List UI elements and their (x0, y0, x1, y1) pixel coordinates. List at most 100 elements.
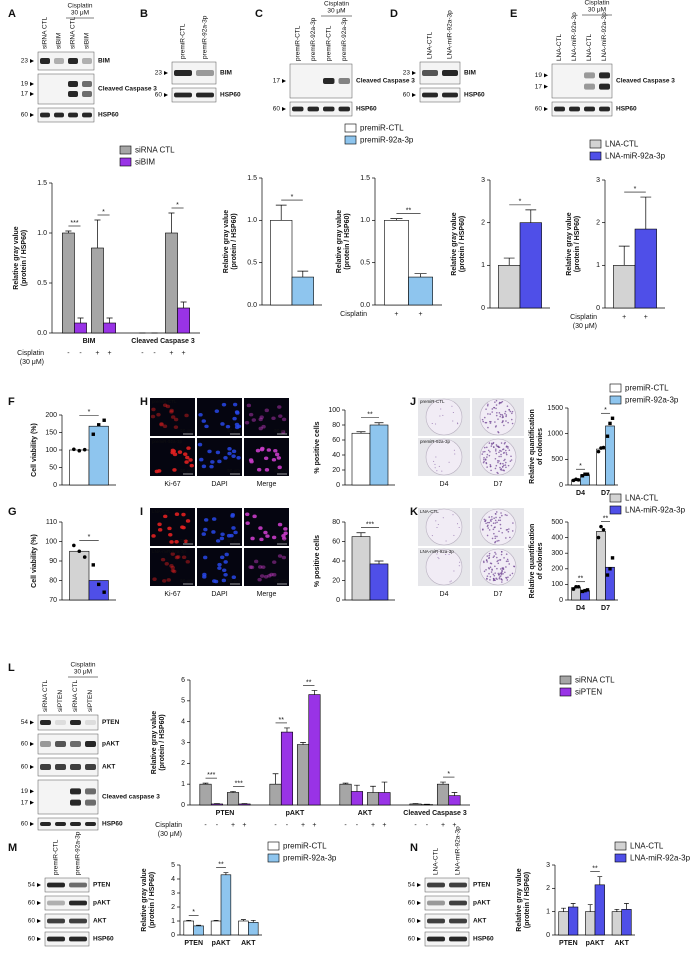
nucleus (170, 415, 176, 419)
nucleus (283, 531, 288, 536)
colony (434, 463, 436, 465)
colony (494, 421, 496, 423)
band (40, 58, 50, 64)
micrograph (244, 548, 289, 586)
bar (498, 265, 521, 309)
plate (479, 438, 517, 476)
band (85, 764, 96, 770)
plate (425, 438, 463, 476)
band (70, 741, 81, 747)
nucleus (248, 458, 254, 462)
band (47, 882, 65, 888)
colony (458, 565, 460, 567)
colony (450, 580, 452, 582)
colony (442, 517, 444, 519)
column-label: Ki-67 (164, 481, 180, 488)
nucleus (283, 527, 288, 531)
condition-label: Cisplatin (340, 311, 367, 318)
data-point (102, 418, 106, 422)
row-label: LNA-CTL (152, 509, 171, 514)
x-tick-label: pAKT (212, 940, 231, 947)
nucleus (169, 408, 174, 413)
colony (496, 535, 498, 538)
colony (503, 424, 505, 427)
colony (501, 581, 503, 583)
panel-letter: N (410, 842, 418, 854)
marker-label: 17 (273, 78, 281, 85)
bar (270, 220, 293, 306)
colony (433, 460, 435, 462)
marker-label: 60 (21, 821, 29, 828)
condition-sign: + (382, 822, 386, 829)
colony (502, 572, 504, 575)
bar (519, 222, 542, 309)
colony (498, 460, 500, 462)
nucleus (221, 402, 227, 407)
colony (492, 578, 495, 580)
data-point (610, 556, 615, 560)
nucleus (224, 552, 229, 557)
colony (445, 553, 447, 555)
marker-label: 60 (535, 106, 543, 113)
colony (436, 527, 438, 529)
condition-sign: + (452, 822, 456, 829)
nucleus (203, 555, 208, 560)
colony (488, 442, 491, 444)
marker-arrow (30, 765, 34, 769)
condition-label: Cisplatin (17, 350, 44, 357)
nucleus (264, 468, 270, 472)
colony (485, 559, 488, 561)
colony (496, 521, 498, 524)
lane-label: LNA-CTL (556, 34, 563, 61)
lane-label: premiR-92a-3p (75, 831, 82, 875)
colony (492, 573, 495, 576)
blot-strip (424, 895, 470, 911)
row-label: LNA-miR-92a-3p (420, 549, 454, 554)
legend-label: premiR-92a-3p (360, 136, 414, 145)
y-axis-label: Relative gray value (566, 212, 573, 276)
y-axis-label: Relative gray value (13, 226, 20, 290)
significance-label: ** (279, 717, 285, 724)
scale-bar-label: 50 μm (180, 578, 193, 583)
colony (505, 537, 507, 539)
error-bar (223, 872, 229, 875)
nucleus (258, 426, 263, 431)
y-axis-label: Relative quantification (529, 524, 536, 599)
panel-letter: K (410, 506, 418, 518)
blot-strip (44, 877, 90, 893)
y-tick-label: 50 (49, 464, 57, 471)
significance-label: *** (366, 522, 374, 529)
colony (497, 572, 500, 575)
nucleus (217, 566, 222, 570)
colony (510, 455, 512, 458)
error-bar (250, 919, 256, 923)
colony (497, 562, 500, 565)
row-label: Cleaved caspase 3 (102, 794, 160, 801)
nucleus (265, 534, 270, 538)
nucleus (174, 555, 180, 560)
colony (504, 412, 506, 415)
nucleus (172, 468, 177, 472)
row-label: pAKT (102, 741, 119, 748)
colony (494, 467, 497, 470)
colony (494, 541, 496, 544)
colony (439, 415, 441, 417)
legend-label: LNA-miR-92a-3p (605, 152, 666, 161)
nucleus (186, 446, 191, 450)
x-tick-label: AKT (614, 940, 629, 947)
band (82, 112, 92, 118)
colony (501, 414, 504, 416)
x-tick-label: Cleaved Caspase 3 (403, 810, 467, 817)
treatment-header: 30 μM (74, 669, 92, 676)
nucleus (174, 512, 180, 517)
colony (486, 555, 489, 557)
nucleus (232, 402, 238, 407)
marker-label: 23 (403, 70, 411, 77)
plate (479, 548, 517, 586)
error-bar (356, 532, 366, 537)
error-bar (561, 907, 566, 912)
colony (509, 410, 512, 413)
band (584, 83, 595, 90)
nucleus (227, 451, 232, 456)
colony (492, 528, 495, 531)
